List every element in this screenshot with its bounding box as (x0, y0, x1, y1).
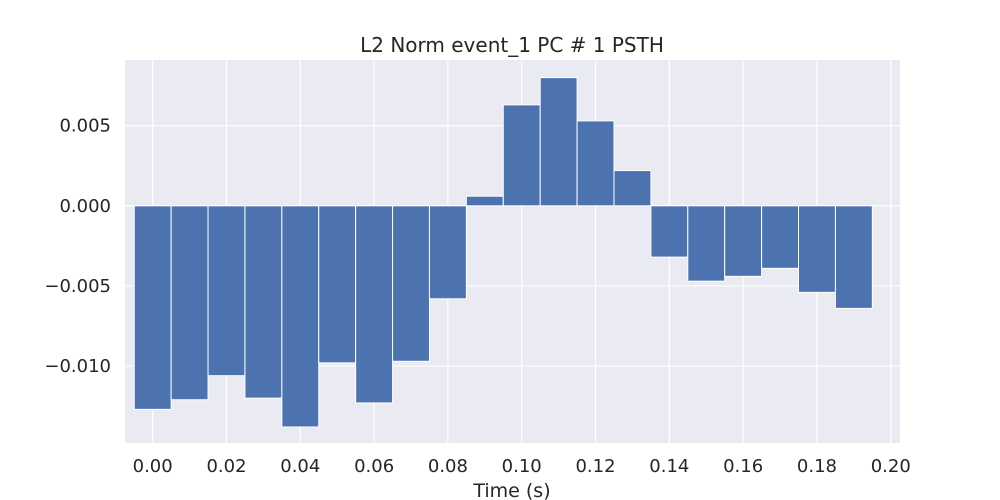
bar (244, 205, 283, 399)
x-tick-labels: 0.00 0.02 0.04 0.06 0.08 0.10 0.12 0.14 0.16 0.18… (133, 456, 911, 477)
bar (613, 170, 652, 207)
y-tick-label: −0.010 (44, 356, 111, 377)
y-tick-label: 0.005 (59, 116, 111, 137)
bar (539, 77, 578, 207)
bar (798, 205, 836, 293)
y-tick-labels: −0.010 −0.005 0.000 0.005 (44, 116, 111, 377)
x-tick-label: 0.06 (354, 456, 394, 477)
x-tick-label: 0.16 (723, 456, 763, 477)
x-tick-label: 0.12 (575, 456, 615, 477)
bar (650, 205, 689, 258)
bar (687, 205, 726, 282)
bars (133, 77, 873, 428)
bar (502, 104, 541, 207)
bar (207, 205, 246, 377)
x-tick-label: 0.02 (206, 456, 246, 477)
bar (355, 205, 394, 404)
bar (465, 195, 504, 207)
bar (170, 205, 209, 401)
bar (318, 205, 357, 364)
x-tick-label: 0.20 (871, 456, 911, 477)
bar (392, 205, 430, 362)
bar (428, 205, 467, 300)
chart-title: L2 Norm event_1 PC # 1 PSTH (360, 33, 664, 57)
bar (761, 205, 800, 269)
bar (133, 205, 172, 410)
y-tick-label: −0.005 (44, 276, 111, 297)
x-axis-label: Time (s) (472, 480, 550, 500)
x-tick-label: 0.10 (502, 456, 542, 477)
x-tick-label: 0.08 (428, 456, 468, 477)
x-tick-label: 0.04 (280, 456, 320, 477)
bar (834, 205, 873, 309)
bar (576, 120, 615, 207)
bar (281, 205, 320, 428)
bar (724, 205, 763, 277)
x-tick-label: 0.00 (133, 456, 173, 477)
x-tick-label: 0.18 (797, 456, 837, 477)
y-tick-label: 0.000 (59, 196, 111, 217)
x-tick-label: 0.14 (649, 456, 689, 477)
